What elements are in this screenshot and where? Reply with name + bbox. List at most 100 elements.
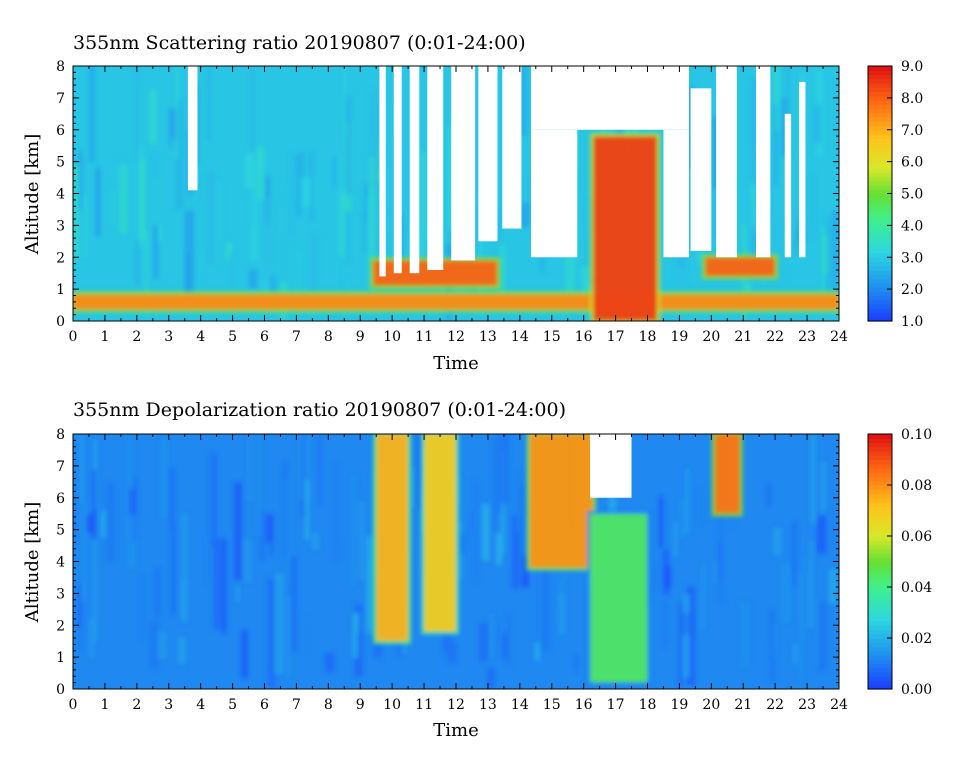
colorbar-segment — [868, 278, 892, 284]
field-streak — [266, 514, 274, 543]
field-streak — [753, 234, 758, 274]
colorbar-segment — [868, 561, 892, 567]
colorbar-segment — [868, 287, 892, 292]
field-streak — [352, 613, 359, 658]
colorbar-segment — [868, 210, 892, 216]
field-streak — [370, 157, 374, 262]
y-tick-label: 7 — [56, 91, 65, 107]
x-tick-label: 5 — [228, 697, 237, 713]
field-streak — [831, 210, 839, 292]
no-data-gap — [379, 66, 386, 277]
feature-core — [714, 434, 741, 514]
feature-core — [376, 434, 409, 642]
scattering-ratio-x-ticks: 0 1 2 3 4 5 6 7 8 9 10 11 12 13 14 15 16 17 18 19 20 21 22 23 24 — [69, 66, 848, 345]
x-tick-label: 3 — [164, 697, 173, 713]
field-streak — [519, 66, 528, 136]
field-streak — [84, 194, 87, 259]
y-tick-label: 3 — [56, 586, 65, 602]
field-streak — [751, 142, 757, 226]
colorbar-segment — [868, 527, 892, 533]
depolarization-ratio-panel: 355nm Depolarization ratio 20190807 (0:0… — [22, 399, 932, 741]
field-streak — [520, 556, 530, 588]
field-streak — [300, 434, 308, 519]
field-streak — [497, 208, 500, 260]
colorbar-segment — [868, 197, 892, 203]
field-streak — [175, 100, 184, 209]
field-streak — [366, 535, 376, 634]
field-streak — [348, 538, 357, 563]
field-streak — [368, 89, 378, 189]
field-streak — [778, 220, 782, 286]
depolarization-ratio-y-label: Altitude [km] — [22, 502, 43, 624]
field-streak — [256, 145, 265, 200]
colorbar-segment — [868, 146, 892, 152]
depolarization-ratio-x-label: Time — [433, 720, 478, 741]
field-streak — [244, 539, 252, 583]
field-streak — [207, 66, 210, 142]
colorbar-segment — [868, 604, 892, 609]
x-tick-label: 9 — [356, 697, 365, 713]
field-streak — [470, 509, 473, 535]
field-streak — [740, 601, 750, 667]
field-streak — [269, 535, 273, 555]
field-streak — [502, 632, 508, 659]
field-streak — [304, 479, 310, 540]
colorbar-segment — [868, 299, 892, 305]
field-streak — [681, 613, 689, 635]
scattering-ratio-title: 355nm Scattering ratio 20190807 (0:01-24… — [73, 32, 526, 54]
y-tick-label: 8 — [56, 59, 65, 75]
x-tick-label: 20 — [702, 329, 720, 345]
colorbar-segment — [868, 574, 892, 580]
field-streak — [199, 177, 201, 202]
field-streak — [91, 469, 97, 539]
field-streak — [500, 434, 509, 504]
field-streak — [750, 202, 756, 276]
colorbar-segment — [868, 151, 892, 156]
field-streak — [79, 434, 84, 504]
y-tick-label: 5 — [56, 155, 65, 171]
field-streak — [490, 613, 493, 658]
colorbar-segment — [868, 100, 892, 105]
colorbar-segment — [868, 608, 892, 614]
colorbar-segment — [868, 672, 892, 677]
field-streak — [296, 249, 300, 295]
colorbar-segment — [868, 312, 892, 318]
field-streak — [772, 624, 777, 659]
field-streak — [493, 436, 501, 534]
field-streak — [234, 482, 242, 581]
field-streak — [78, 150, 83, 209]
field-streak — [828, 568, 838, 604]
field-streak — [488, 668, 494, 689]
field-streak — [343, 186, 348, 291]
colorbar-segment — [868, 519, 892, 524]
y-tick-label: 6 — [56, 123, 65, 139]
x-tick-label: 16 — [575, 697, 593, 713]
colorbar-segment — [868, 591, 892, 597]
colorbar-segment — [868, 506, 892, 512]
no-data-gap — [478, 66, 498, 242]
field-streak — [795, 229, 798, 254]
field-streak — [290, 172, 299, 196]
colorbar-segment — [868, 514, 892, 520]
x-tick-label: 20 — [702, 697, 720, 713]
colorbar-segment — [868, 202, 892, 207]
no-data-gap — [502, 66, 522, 229]
x-tick-label: 4 — [196, 329, 205, 345]
field-streak — [522, 202, 530, 228]
x-tick-label: 19 — [671, 697, 689, 713]
field-streak — [767, 484, 770, 506]
colorbar-segment — [868, 163, 892, 169]
colorbar-segment — [868, 231, 892, 237]
field-streak — [581, 266, 591, 303]
colorbar-segment — [868, 502, 892, 507]
colorbar-tick-label: 0.04 — [901, 580, 932, 596]
field-streak — [175, 66, 179, 160]
field-streak — [149, 621, 159, 670]
colorbar-segment — [868, 142, 892, 148]
colorbar-segment — [868, 227, 892, 233]
field-streak — [699, 488, 705, 525]
no-data-gap — [187, 66, 198, 191]
field-streak — [349, 475, 357, 586]
colorbar-segment — [868, 553, 892, 558]
